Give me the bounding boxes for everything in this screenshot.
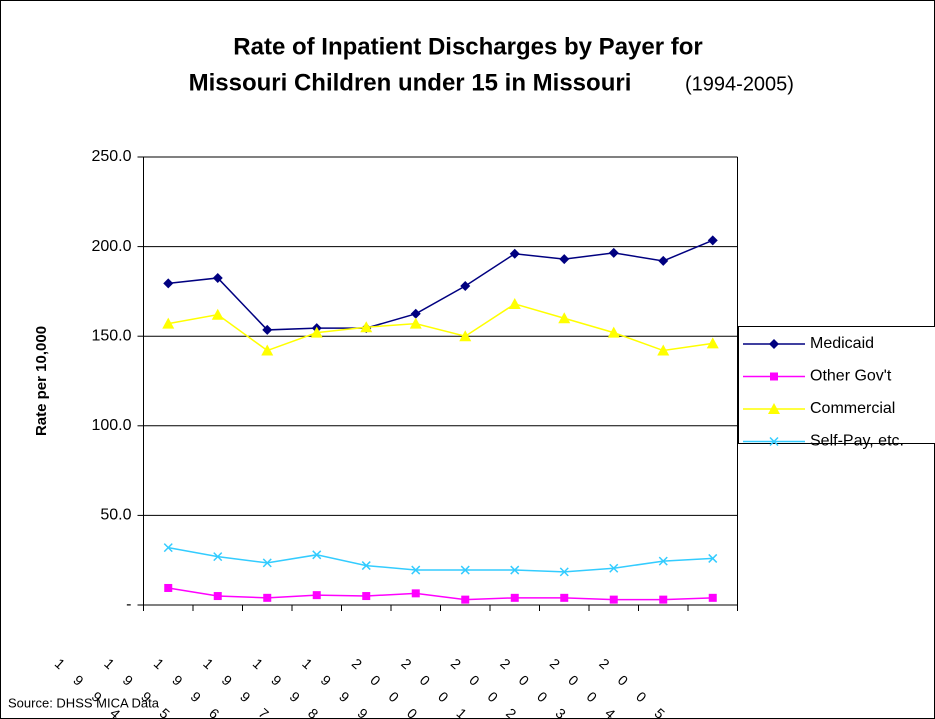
chart-title: Rate of Inpatient Discharges by Payer fo… bbox=[233, 33, 702, 60]
source-note: Source: DHSS MICA Data bbox=[8, 695, 160, 710]
marker bbox=[211, 308, 224, 320]
marker bbox=[163, 278, 174, 289]
y-tick-label: 50.0 bbox=[100, 507, 131, 524]
series-line bbox=[168, 546, 713, 573]
y-tick-label: - bbox=[126, 596, 131, 613]
y-tick-label: 150.0 bbox=[91, 327, 131, 344]
marker bbox=[411, 565, 421, 575]
marker bbox=[461, 595, 470, 604]
marker bbox=[212, 272, 223, 283]
marker bbox=[362, 592, 371, 601]
legend-label: Medicaid bbox=[810, 335, 874, 352]
marker bbox=[360, 321, 373, 333]
marker bbox=[560, 593, 569, 602]
marker bbox=[164, 583, 173, 592]
marker bbox=[659, 595, 668, 604]
marker bbox=[708, 593, 717, 602]
marker bbox=[459, 330, 472, 342]
marker bbox=[558, 312, 571, 324]
marker bbox=[460, 565, 470, 575]
legend-label: Self-Pay, etc. bbox=[810, 433, 904, 450]
marker bbox=[163, 543, 173, 553]
legend-label: Other Gov't bbox=[810, 368, 892, 385]
marker bbox=[770, 372, 778, 381]
marker bbox=[162, 317, 175, 329]
marker bbox=[312, 591, 321, 600]
marker bbox=[409, 317, 422, 329]
marker bbox=[509, 248, 520, 259]
chart-title: Missouri Children under 15 in Missouri bbox=[189, 69, 632, 96]
y-tick-label: 250.0 bbox=[91, 148, 131, 165]
marker bbox=[213, 592, 222, 601]
series-line bbox=[168, 303, 713, 352]
marker bbox=[460, 281, 471, 292]
marker bbox=[609, 563, 619, 573]
marker bbox=[263, 593, 272, 602]
marker bbox=[658, 255, 669, 266]
marker bbox=[312, 550, 322, 560]
marker bbox=[607, 326, 620, 338]
marker bbox=[411, 589, 420, 598]
marker bbox=[657, 344, 670, 356]
marker bbox=[410, 308, 421, 319]
marker bbox=[609, 595, 618, 604]
marker bbox=[310, 326, 323, 338]
y-tick-label: 200.0 bbox=[91, 238, 131, 255]
marker bbox=[213, 552, 223, 562]
series-line bbox=[168, 239, 714, 331]
marker bbox=[559, 567, 569, 577]
marker bbox=[261, 344, 274, 356]
marker bbox=[510, 565, 520, 575]
marker bbox=[262, 324, 273, 335]
marker bbox=[262, 558, 272, 568]
marker bbox=[361, 561, 371, 571]
marker bbox=[559, 254, 570, 265]
series-line bbox=[168, 587, 713, 601]
marker bbox=[708, 553, 718, 563]
marker bbox=[510, 593, 519, 602]
marker bbox=[769, 436, 779, 447]
marker bbox=[769, 339, 779, 349]
chart-subtitle: (1994-2005) bbox=[685, 73, 794, 95]
marker bbox=[608, 247, 619, 258]
marker bbox=[706, 337, 719, 349]
marker bbox=[707, 235, 718, 246]
marker bbox=[768, 403, 780, 414]
marker bbox=[658, 556, 668, 566]
y-axis-label: Rate per 10,000 bbox=[33, 326, 50, 436]
marker bbox=[508, 297, 521, 309]
y-tick-label: 100.0 bbox=[91, 417, 131, 434]
legend-label: Commercial bbox=[810, 400, 895, 417]
